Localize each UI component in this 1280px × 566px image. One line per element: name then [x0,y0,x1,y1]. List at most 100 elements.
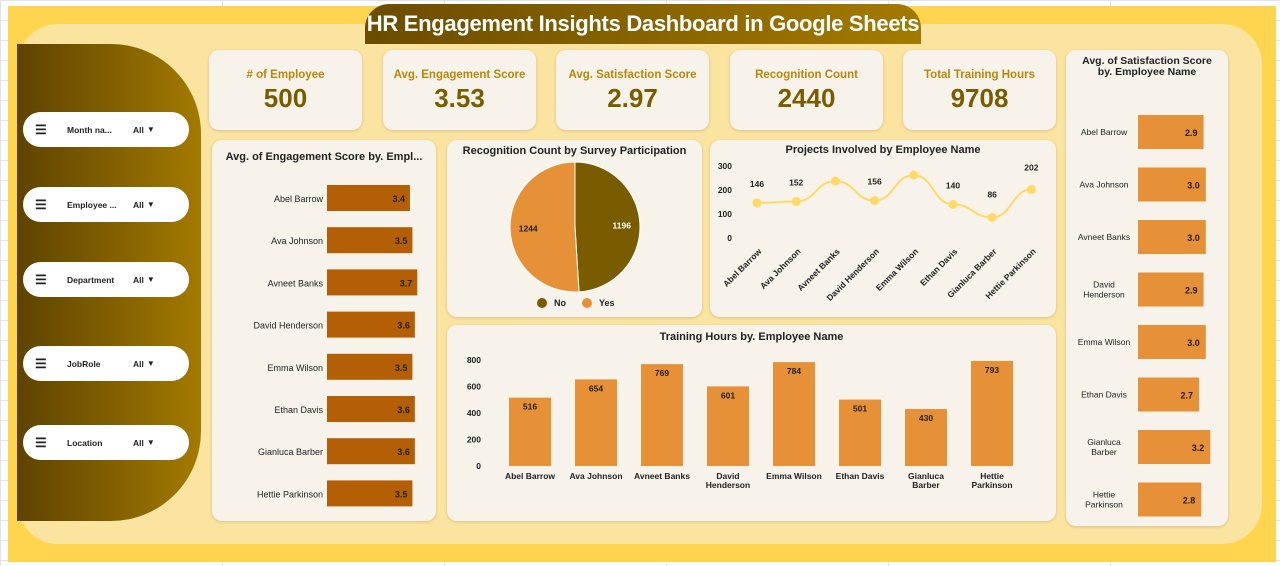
chart-title: Avg. of Satisfaction Score by. Employee … [1082,55,1212,78]
data-point [1026,185,1036,195]
y-tick-label: 600 [467,382,481,392]
data-label: 784 [787,366,801,376]
dropdown-arrow-icon[interactable]: ▼ [146,438,155,447]
filter-0[interactable]: ☰ Month na... All ▼ [23,112,189,147]
filter-1[interactable]: ☰ Employee ... All ▼ [23,187,189,222]
y-tick-label: 0 [727,233,732,243]
data-label: 3.6 [397,321,410,331]
filter-value[interactable]: All [133,199,144,210]
data-label: 152 [789,178,803,188]
filter-value[interactable]: All [133,124,144,135]
data-point [791,197,801,207]
bar [1138,167,1206,202]
filter-value[interactable]: All [133,437,144,448]
recognition-chart-card: Recognition Count by Survey Participatio… [447,140,702,317]
data-label: 3.5 [395,489,408,499]
dropdown-arrow-icon[interactable]: ▼ [146,359,155,368]
kpi-value: 2440 [777,83,836,113]
filter-4[interactable]: ☰ Location All ▼ [23,425,189,460]
filter-icon: ☰ [35,271,47,287]
category-label: Parkinson [1085,500,1123,510]
bar [327,311,415,338]
bar [327,227,413,254]
category-label: Henderson [1083,290,1125,300]
kpi-card: Avg. Satisfaction Score 2.97 [556,50,709,130]
category-label: Abel Barrow [274,194,324,204]
category-label: David Henderson [253,321,323,331]
data-label: 3.2 [1192,443,1205,453]
x-tick-label: Henderson [706,480,750,490]
filter-2[interactable]: ☰ Department All ▼ [23,262,189,297]
x-tick-label: Abel Barrow [721,246,764,289]
data-label: 2.7 [1181,391,1194,401]
data-label: 516 [523,402,537,412]
data-label: 793 [985,365,999,375]
category-label: Gianluca Barber [258,447,323,457]
bar [327,353,413,380]
data-label: 140 [946,180,960,190]
dropdown-arrow-icon[interactable]: ▼ [146,275,155,284]
filter-3[interactable]: ☰ JobRole All ▼ [23,346,189,381]
legend-marker [582,298,592,308]
x-tick-label: Ava Johnson [569,471,622,481]
bar [839,399,881,466]
data-label: 1244 [519,223,538,233]
data-label: 3.5 [395,236,408,246]
dropdown-arrow-icon[interactable]: ▼ [146,200,155,209]
kpi-value: 3.53 [434,83,485,113]
chart-title: Avg. of Engagement Score by. Empl... [225,151,423,163]
bar [327,185,410,211]
bar [1138,272,1204,307]
filter-value[interactable]: All [133,274,144,285]
filter-value[interactable]: All [133,358,144,369]
data-label: 3.7 [400,278,413,288]
category-label: Emma Wilson [267,363,323,373]
engagement-bar-chart: Abel Barrow 3.4 Ava Johnson 3.5 Avneet Banks… [253,185,418,507]
bar [327,269,418,296]
y-tick-label: 200 [467,435,481,445]
y-tick-label: 0 [476,461,481,471]
data-label: 202 [1024,163,1038,173]
satisfaction-chart-card: Avg. of Satisfaction Score by. Employee … [1066,50,1228,526]
dashboard-title: HR Engagement Insights Dashboard in Goog… [365,4,921,44]
x-tick-label: David [716,471,739,481]
kpi-label: Total Training Hours [924,69,1035,81]
pie-slice-no [574,161,641,293]
data-label: 2.9 [1185,286,1198,296]
data-label: 2.9 [1185,128,1198,138]
category-label: Ethan Davis [1081,390,1127,400]
bar [1138,325,1206,359]
bar [575,379,617,466]
pie-slice-yes [509,161,580,293]
x-tick-label: Hettie [980,471,1004,481]
kpi-card: # of Employee 500 [209,50,362,130]
training-bar-chart: 0 200 400 600 800 516 Abel Barrow 654 Ava Johnso… [467,355,1013,490]
x-tick-label: Emma Wilson [766,471,822,481]
kpi-label: Recognition Count [755,69,858,81]
y-tick-label: 800 [467,355,481,365]
category-label: Ethan Davis [274,405,323,415]
dropdown-arrow-icon[interactable]: ▼ [146,125,155,134]
data-point [830,176,840,186]
bar [641,364,683,466]
filter-icon: ☰ [35,121,47,137]
bar [1138,482,1202,517]
data-label: 3.6 [397,447,410,457]
bar [1138,430,1211,464]
satisfaction-bar-chart: Abel Barrow 2.9 Ava Johnson 3.0 Avneet Banks… [1078,115,1211,517]
data-label: 156 [868,177,882,187]
data-label: 3.4 [392,194,405,204]
filter-icon: ☰ [35,355,47,371]
kpi-value: 500 [263,83,308,113]
kpi-card: Total Training Hours 9708 [903,50,1056,130]
x-tick-label: Barber [912,480,940,490]
data-label: 430 [919,413,933,423]
y-tick-label: 400 [467,408,481,418]
kpi-card: Recognition Count 2440 [730,50,883,130]
category-label: Ava Johnson [271,236,323,246]
data-label: 3.0 [1187,233,1200,243]
training-chart-card: Training Hours by. Employee Name 0 200 400… [447,325,1056,521]
category-label: Gianluca [1087,437,1121,447]
bar [1138,377,1200,412]
